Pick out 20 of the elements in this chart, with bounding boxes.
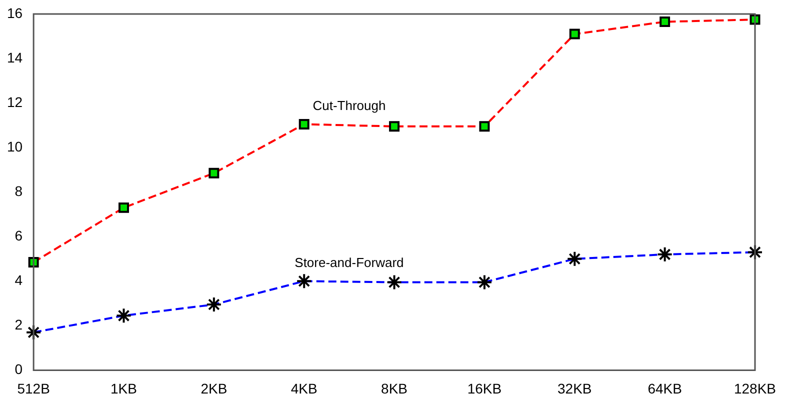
y-tick-label: 16 xyxy=(6,4,23,21)
y-tick-label: 0 xyxy=(14,361,23,378)
y-tick-label: 10 xyxy=(6,138,23,154)
y-tick-label: 12 xyxy=(6,94,23,110)
y-tick-label: 2 xyxy=(14,316,23,333)
x-tick-label: 2KB xyxy=(200,380,228,396)
x-tick-label: 128KB xyxy=(734,380,776,396)
y-tick-label: 14 xyxy=(6,49,23,66)
y-tick-label: 8 xyxy=(14,182,23,199)
x-tick-label: 1KB xyxy=(110,380,137,396)
x-tick-label: 16KB xyxy=(467,380,502,396)
series-label: Cut-Through xyxy=(312,98,386,114)
x-tick-label: 4KB xyxy=(290,380,318,396)
x-tick-label: 8KB xyxy=(381,380,408,396)
x-tick-label: 32KB xyxy=(558,380,592,396)
y-tick-label: 4 xyxy=(14,272,23,288)
series-label: Store-and-Forward xyxy=(294,255,404,270)
x-tick-label: 64KB xyxy=(648,380,682,396)
x-tick-label: 512B xyxy=(17,380,50,396)
y-tick-label: 6 xyxy=(14,227,23,244)
